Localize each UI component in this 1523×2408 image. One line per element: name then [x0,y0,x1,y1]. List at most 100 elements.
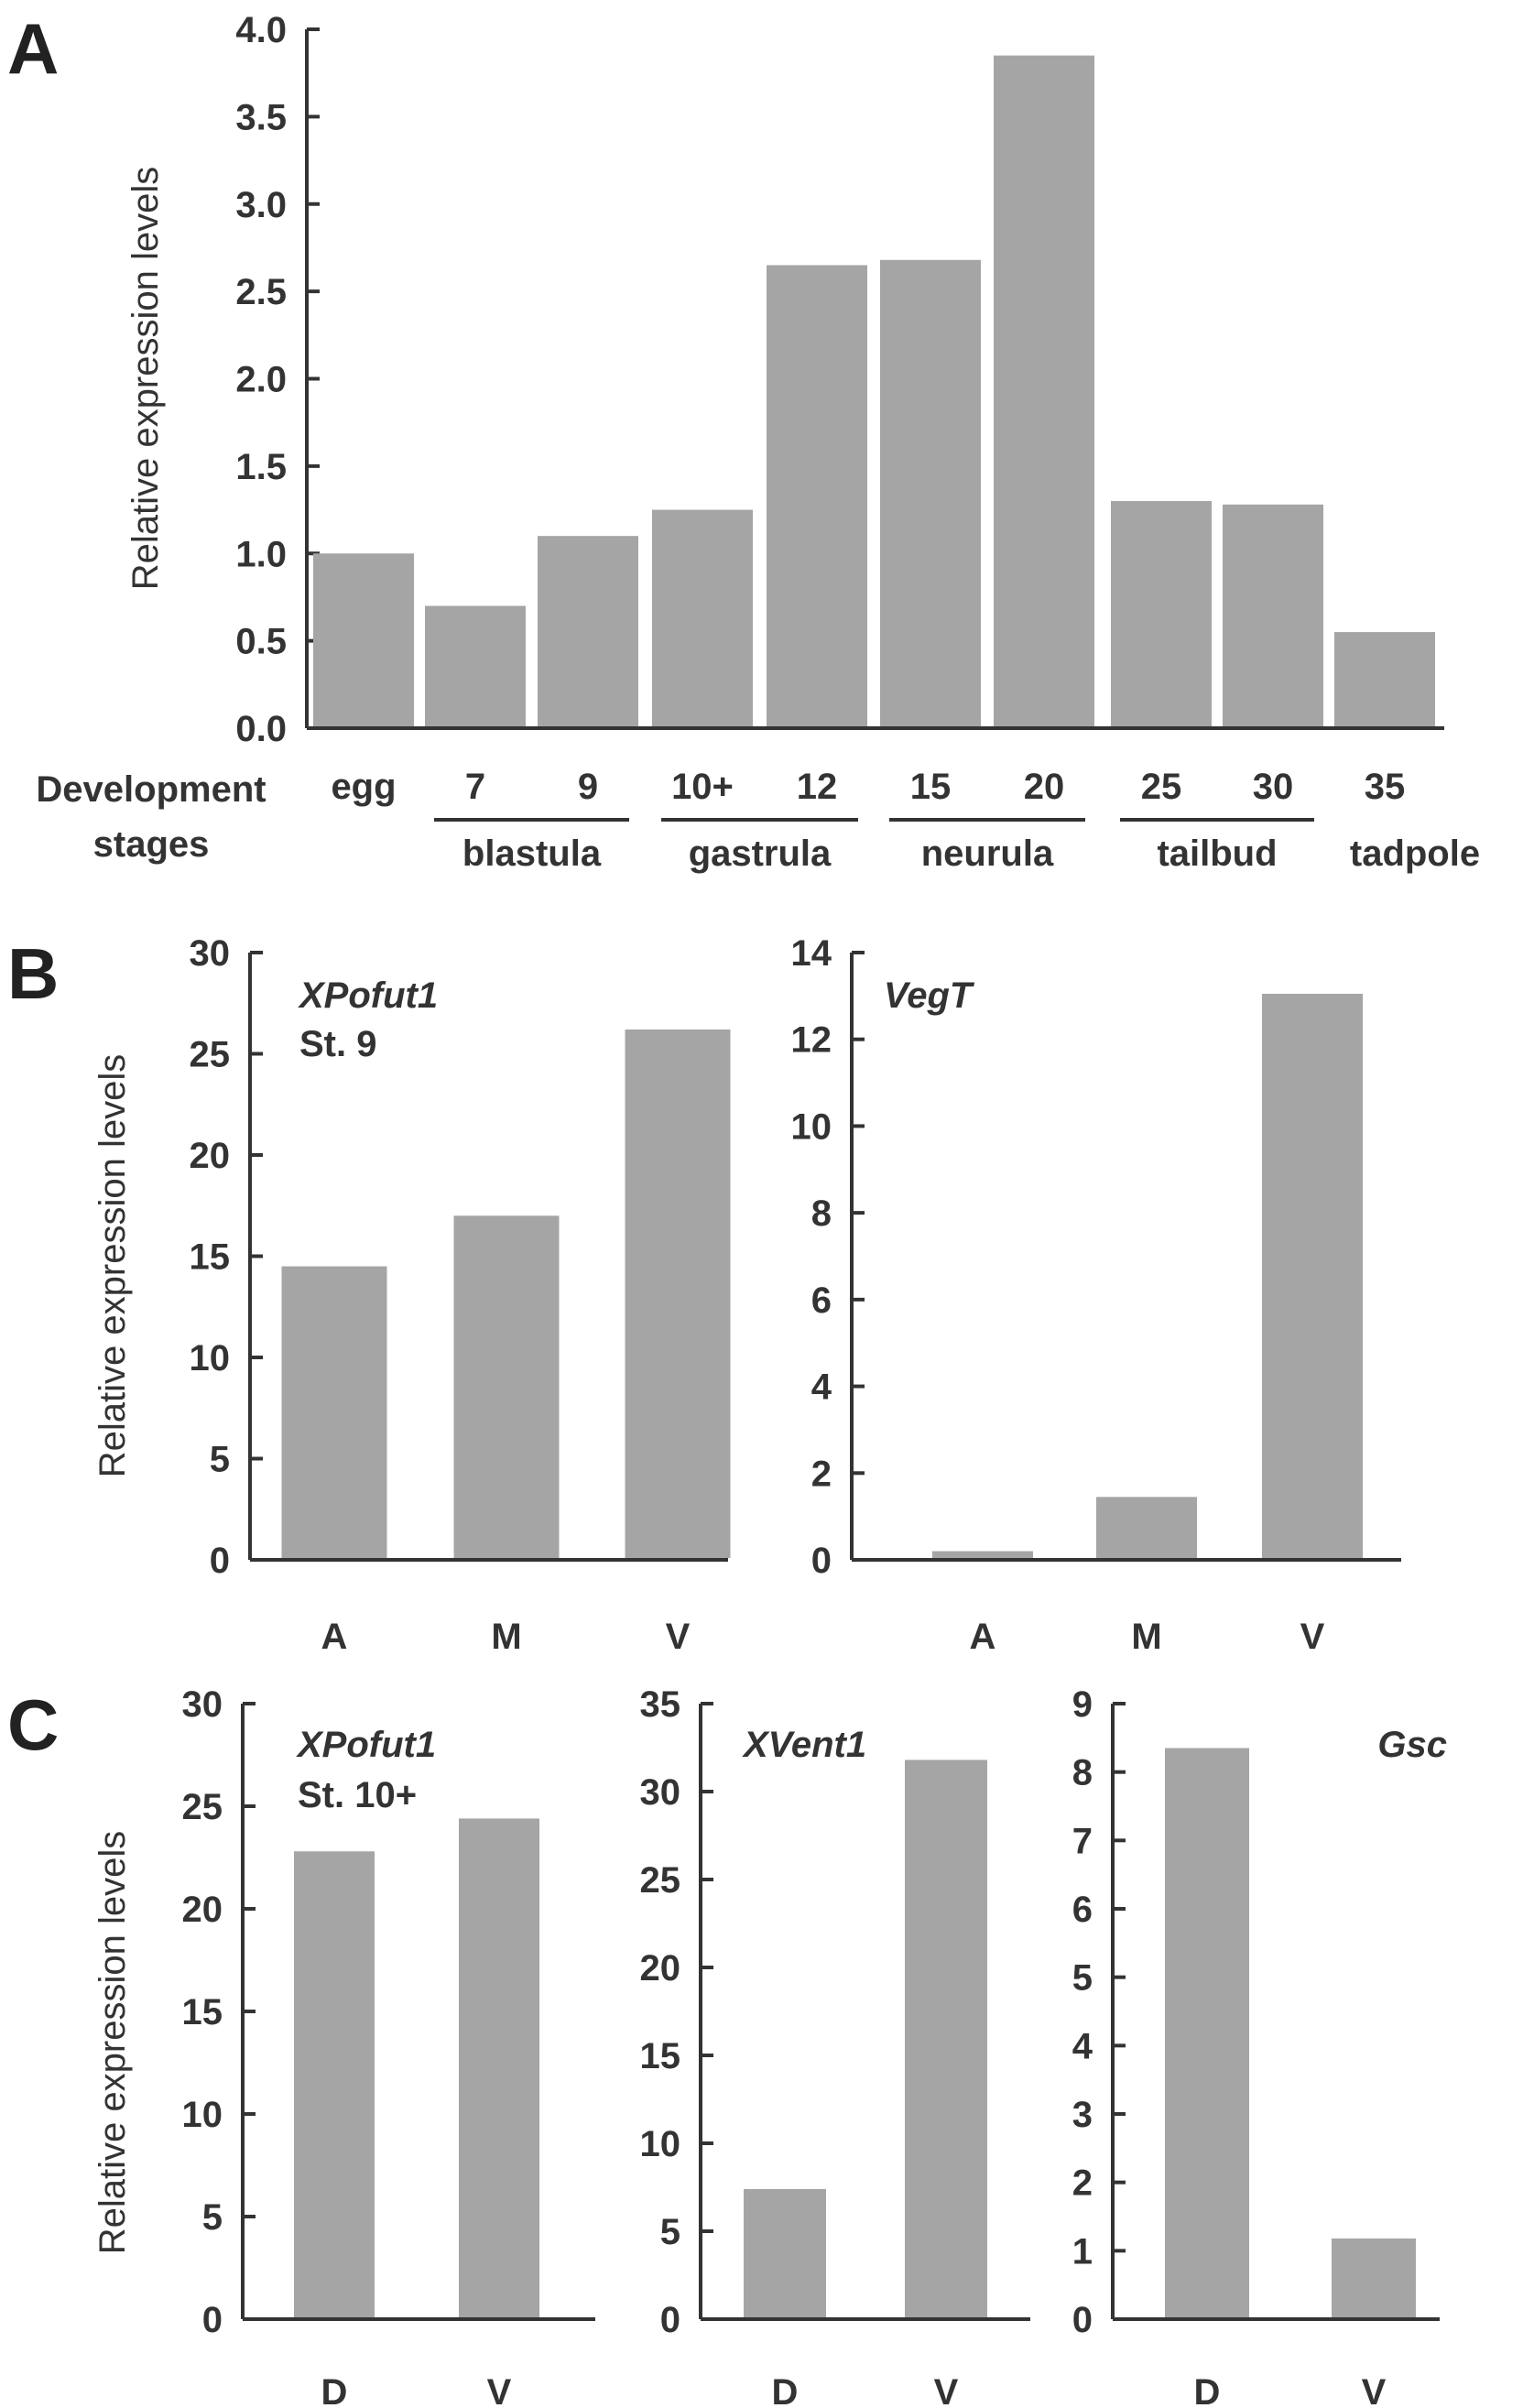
bar-egg [313,553,414,726]
y-tick-label: 20 [640,1948,681,1989]
x-tick-label: egg [331,767,396,807]
bar-10plus [652,509,753,726]
y-tick-label: 10 [190,1338,231,1378]
stage-group-label-gastrula: gastrula [689,834,832,874]
y-tick-label: 0 [811,1541,832,1581]
y-tick-label: 1.5 [235,447,287,487]
y-tick-label: 5 [660,2212,680,2252]
stage-label: St. 10+ [298,1775,417,1815]
chart-c2: 0 5 10 15 20 25 30 35 D V XVent1 [640,1684,1030,2408]
y-tick-label: 2 [1072,2163,1093,2204]
y-tick-label: 30 [190,933,231,974]
y-tick-label: 2.0 [235,360,287,400]
bar-v [625,1029,731,1558]
y-tick-label: 30 [640,1772,681,1813]
y-axis-label-b: Relative expression levels [92,1054,133,1477]
y-tick-label: 3 [1072,2095,1093,2135]
y-tick-label: 5 [210,1440,230,1480]
x-tick-label: 35 [1365,767,1406,807]
x-tick-label: 9 [578,767,598,807]
gene-label: XPofut1 [296,1725,436,1765]
y-tick-label: 2 [811,1454,832,1494]
y-tick-label: 20 [190,1136,231,1176]
x-tick-label: 30 [1253,767,1294,807]
bar-d [294,1851,375,2317]
x-tick-label: V [487,2372,512,2408]
bar-m [453,1215,560,1558]
x-tick-label: M [1131,1617,1161,1657]
x-tick-label: V [934,2372,959,2408]
bar-7 [425,605,526,726]
y-tick-label: 3.5 [235,97,287,137]
bar-v [459,1818,539,2317]
chart-b1: 0 5 10 15 20 25 30 A M V XPofut1 St. 9 [190,933,731,1657]
y-tick-label: 10 [182,2095,223,2135]
bar-35 [1334,632,1435,726]
panel-letter-a: A [7,8,59,89]
stage-group-label-tailbud: tailbud [1157,834,1277,874]
y-tick-label: 10 [640,2124,681,2164]
y-tick-label: 14 [791,933,832,974]
bar-30 [1223,504,1323,726]
bar-d [1165,1748,1249,2317]
y-axis-label-a: Relative expression levels [125,167,166,590]
x-tick-label: 25 [1141,767,1182,807]
y-tick-label: 0.5 [235,622,287,662]
stage-axis-title-line2: stages [93,824,210,865]
y-tick-label: 0 [660,2300,680,2340]
stage-group-label-tadpole: tadpole [1350,834,1480,874]
x-tick-label: A [970,1617,996,1657]
chart-c1: 0 5 10 15 20 25 30 D V XPofut1 St. 10+ [182,1684,595,2408]
y-tick-label: 6 [1072,1890,1093,1930]
y-tick-label: 5 [202,2197,223,2238]
x-tick-label: V [666,1617,691,1657]
y-tick-label: 20 [182,1890,223,1930]
y-tick-label: 1.0 [235,534,287,574]
y-tick-label: 25 [190,1035,231,1075]
y-tick-label: 6 [811,1280,832,1321]
gene-label: XPofut1 [298,975,438,1016]
y-tick-label: 4 [811,1367,832,1408]
y-tick-label: 25 [640,1860,681,1901]
stage-group-label-blastula: blastula [462,834,602,874]
panel-letter-b: B [7,933,59,1014]
bar-20 [994,55,1094,727]
bar-m [1096,1497,1197,1558]
y-tick-label: 4 [1072,2026,1093,2066]
bar-a [932,1551,1033,1558]
y-tick-label: 10 [791,1106,832,1147]
y-tick-label: 30 [182,1684,223,1725]
bar-v [1332,2238,1416,2317]
y-tick-label: 0 [210,1541,230,1581]
stage-group-label-neurula: neurula [921,834,1054,874]
y-tick-label: 3.0 [235,185,287,225]
x-tick-label: V [1362,2372,1387,2408]
y-tick-label: 8 [1072,1753,1093,1793]
gene-label: Gsc [1377,1725,1447,1765]
x-tick-label: V [1300,1617,1325,1657]
chart-c3: 0 1 2 3 4 5 6 7 8 9 D V Gsc [1072,1684,1447,2408]
y-tick-label: 0 [1072,2300,1093,2340]
bar-12 [767,265,867,726]
x-tick-label: D [1194,2372,1221,2408]
chart-a: 0.0 0.5 1.0 1.5 2.0 2.5 3.0 3.5 4.0 egg 7 9 10+ 12 15 2… [235,10,1480,874]
y-tick-label: 15 [190,1237,231,1278]
x-tick-label: 15 [910,767,952,807]
bar-15 [880,259,981,726]
chart-b2: 0 2 4 6 8 10 12 14 A M V VegT [791,933,1401,1657]
x-tick-label: M [491,1617,521,1657]
y-tick-label: 1 [1072,2231,1093,2272]
bar-25 [1111,501,1212,726]
y-tick-label: 15 [640,2036,681,2076]
y-tick-label: 9 [1072,1684,1093,1725]
x-tick-label: 7 [465,767,485,807]
stage-axis-title-line1: Development [36,769,266,810]
x-tick-label: D [772,2372,799,2408]
bar-v [905,1760,987,2317]
x-tick-label: 20 [1024,767,1065,807]
y-tick-label: 4.0 [235,10,287,50]
y-tick-label: 5 [1072,1958,1093,1999]
y-tick-label: 25 [182,1787,223,1827]
x-tick-label: 10+ [671,767,734,807]
